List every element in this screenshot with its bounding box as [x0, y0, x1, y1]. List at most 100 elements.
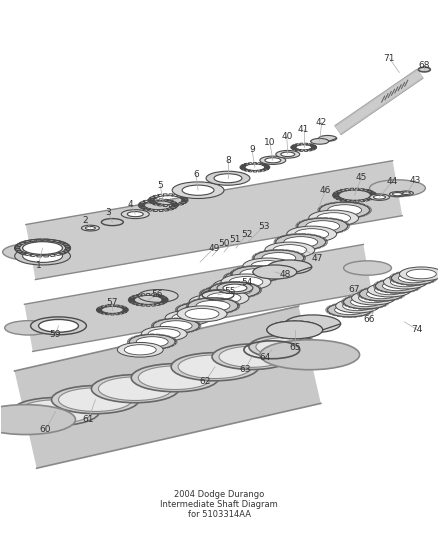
Ellipse shape	[381, 281, 411, 290]
Ellipse shape	[220, 274, 270, 290]
Ellipse shape	[172, 313, 204, 323]
Text: 54: 54	[240, 278, 252, 287]
Ellipse shape	[51, 385, 139, 414]
Ellipse shape	[165, 311, 211, 325]
Text: 43: 43	[409, 176, 420, 185]
Ellipse shape	[286, 226, 336, 242]
Ellipse shape	[248, 335, 320, 358]
Ellipse shape	[184, 305, 215, 315]
Text: 10: 10	[264, 138, 275, 147]
Ellipse shape	[284, 315, 340, 333]
Ellipse shape	[351, 291, 395, 305]
Ellipse shape	[141, 327, 187, 341]
Ellipse shape	[223, 284, 246, 292]
Ellipse shape	[131, 364, 219, 392]
Ellipse shape	[242, 258, 292, 274]
Text: 60: 60	[40, 425, 51, 434]
Text: 68: 68	[418, 61, 429, 70]
Ellipse shape	[267, 260, 311, 274]
Ellipse shape	[335, 299, 378, 313]
Ellipse shape	[369, 180, 424, 197]
Text: 64: 64	[258, 353, 270, 362]
Ellipse shape	[187, 298, 237, 314]
Text: 3: 3	[105, 208, 111, 216]
Ellipse shape	[327, 205, 361, 215]
Ellipse shape	[283, 237, 317, 247]
Text: 5: 5	[157, 181, 162, 190]
Text: 4: 4	[127, 200, 133, 208]
Ellipse shape	[253, 250, 303, 266]
Ellipse shape	[406, 269, 435, 279]
Ellipse shape	[316, 213, 350, 223]
Ellipse shape	[196, 301, 230, 311]
Ellipse shape	[308, 210, 358, 226]
Ellipse shape	[218, 285, 251, 295]
Ellipse shape	[261, 253, 295, 263]
Ellipse shape	[259, 156, 285, 164]
Ellipse shape	[177, 303, 223, 317]
Ellipse shape	[212, 279, 258, 293]
Text: 2: 2	[82, 216, 88, 224]
Text: 45: 45	[355, 173, 367, 182]
Ellipse shape	[399, 191, 413, 196]
Ellipse shape	[31, 317, 86, 335]
Ellipse shape	[207, 293, 240, 303]
Ellipse shape	[334, 305, 364, 314]
Ellipse shape	[383, 275, 426, 289]
Ellipse shape	[0, 405, 75, 434]
Ellipse shape	[350, 297, 380, 306]
Text: 74: 74	[411, 325, 422, 334]
Ellipse shape	[297, 218, 347, 234]
Ellipse shape	[264, 158, 280, 163]
Ellipse shape	[251, 261, 284, 271]
Ellipse shape	[389, 277, 420, 287]
Text: 55: 55	[224, 287, 235, 296]
Ellipse shape	[402, 192, 410, 195]
Ellipse shape	[14, 239, 71, 257]
Text: 49: 49	[208, 244, 219, 253]
Ellipse shape	[417, 67, 429, 72]
Ellipse shape	[209, 282, 259, 298]
Ellipse shape	[343, 295, 387, 309]
Ellipse shape	[127, 212, 143, 217]
Ellipse shape	[224, 271, 270, 285]
Ellipse shape	[369, 194, 389, 200]
Ellipse shape	[367, 283, 410, 297]
Ellipse shape	[275, 150, 299, 158]
Text: 53: 53	[258, 222, 269, 231]
Ellipse shape	[212, 344, 291, 369]
Ellipse shape	[358, 293, 388, 303]
Ellipse shape	[231, 273, 263, 283]
Ellipse shape	[305, 221, 339, 231]
Ellipse shape	[91, 375, 179, 403]
Ellipse shape	[178, 355, 251, 378]
Ellipse shape	[14, 247, 71, 265]
Text: 44: 44	[386, 177, 397, 185]
Text: 51: 51	[229, 235, 240, 244]
Ellipse shape	[366, 289, 396, 298]
Ellipse shape	[343, 261, 391, 275]
Ellipse shape	[392, 192, 402, 196]
Ellipse shape	[182, 185, 214, 195]
Ellipse shape	[266, 321, 322, 339]
Text: 62: 62	[199, 377, 210, 386]
Ellipse shape	[373, 195, 385, 199]
Ellipse shape	[171, 353, 258, 381]
Text: 2004 Dodge Durango
Intermediate Shaft Diagram
for 5103314AA: 2004 Dodge Durango Intermediate Shaft Di…	[160, 489, 277, 519]
Ellipse shape	[81, 225, 99, 231]
Ellipse shape	[216, 282, 252, 294]
Text: 63: 63	[239, 365, 250, 374]
Ellipse shape	[240, 269, 273, 279]
Ellipse shape	[272, 245, 306, 255]
Ellipse shape	[374, 279, 418, 293]
Ellipse shape	[327, 303, 371, 317]
Ellipse shape	[280, 152, 294, 157]
Ellipse shape	[255, 337, 313, 356]
Ellipse shape	[208, 289, 240, 299]
Text: 71: 71	[383, 54, 394, 63]
Ellipse shape	[214, 174, 241, 183]
Ellipse shape	[252, 265, 296, 279]
Text: 67: 67	[348, 286, 360, 294]
Text: 65: 65	[288, 343, 300, 352]
Ellipse shape	[160, 321, 192, 331]
